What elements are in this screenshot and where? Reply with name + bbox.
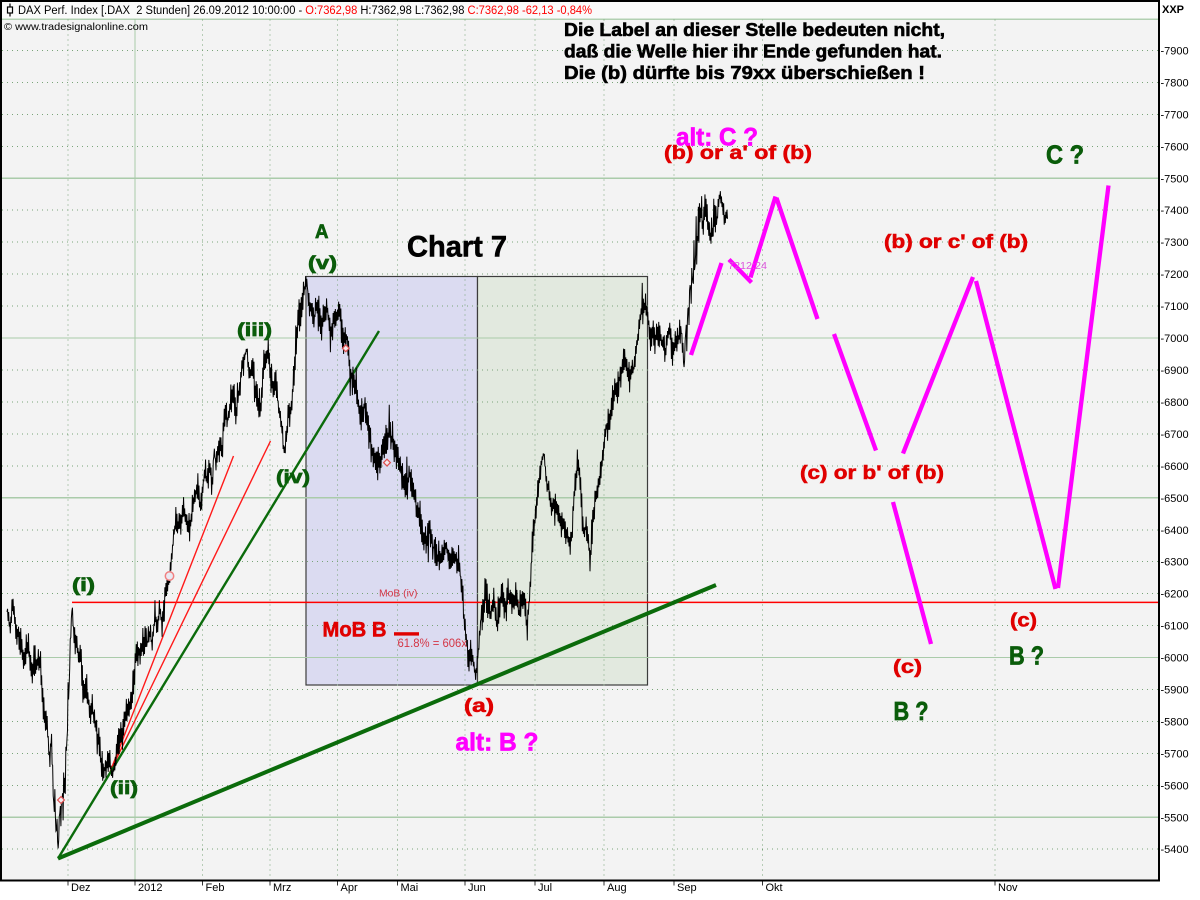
svg-text:61.8% = 606x: 61.8% = 606x [398, 636, 468, 650]
svg-text:-7900: -7900 [1161, 46, 1189, 58]
svg-text:-7300: -7300 [1161, 237, 1189, 249]
svg-text:Feb: Feb [206, 882, 225, 894]
svg-text:-7400: -7400 [1161, 205, 1189, 217]
svg-text:-5600: -5600 [1161, 780, 1189, 792]
svg-text:-6800: -6800 [1161, 397, 1189, 409]
svg-text:daß die Welle hier ihr Ende ge: daß die Welle hier ihr Ende gefunden hat… [564, 41, 942, 62]
svg-text:Okt: Okt [766, 882, 783, 894]
svg-text:Dez: Dez [71, 882, 91, 894]
svg-text:-6400: -6400 [1161, 525, 1189, 537]
svg-text:(iii): (iii) [237, 320, 272, 340]
svg-text:-6100: -6100 [1161, 621, 1189, 633]
svg-text:(c) or b' of (b): (c) or b' of (b) [800, 463, 944, 484]
svg-text:-7800: -7800 [1161, 78, 1189, 90]
svg-text:-5700: -5700 [1161, 748, 1189, 760]
svg-text:MoB (iv): MoB (iv) [379, 589, 418, 600]
svg-text:(b) or c' of (b): (b) or c' of (b) [884, 232, 1028, 253]
svg-text:(iv): (iv) [276, 467, 310, 487]
svg-text:-6700: -6700 [1161, 429, 1189, 441]
svg-text:-5400: -5400 [1161, 844, 1189, 856]
svg-text:Jun: Jun [468, 882, 486, 894]
svg-text:(c): (c) [1010, 611, 1037, 632]
svg-text:Mai: Mai [401, 882, 419, 894]
svg-text:DAX Perf. Index [.DAX 2 Stund: DAX Perf. Index [.DAX 2 Stunden] 26.09.2… [18, 5, 592, 17]
svg-text:-6900: -6900 [1161, 365, 1189, 377]
svg-text:-7200: -7200 [1161, 269, 1189, 281]
svg-text:Die (b) dürfte bis 79xx übersc: Die (b) dürfte bis 79xx überschießen ! [564, 62, 925, 83]
svg-text:(a): (a) [464, 696, 494, 717]
svg-text:-7100: -7100 [1161, 301, 1189, 313]
svg-text:alt: C ?: alt: C ? [676, 124, 758, 152]
svg-text:-7700: -7700 [1161, 109, 1189, 121]
svg-text:7212:24: 7212:24 [728, 261, 767, 272]
svg-text:B ?: B ? [894, 696, 929, 726]
svg-text:C ?: C ? [1046, 140, 1084, 170]
svg-text:-7500: -7500 [1161, 173, 1189, 185]
svg-text:-5500: -5500 [1161, 812, 1189, 824]
svg-text:-5800: -5800 [1161, 716, 1189, 728]
svg-text:-7600: -7600 [1161, 141, 1189, 153]
svg-text:Apr: Apr [341, 882, 358, 894]
svg-text:B ?: B ? [1009, 641, 1044, 671]
svg-text:Mrz: Mrz [273, 882, 291, 894]
svg-text:alt: B ?: alt: B ? [456, 729, 539, 757]
svg-text:A: A [315, 222, 329, 243]
svg-text:-6300: -6300 [1161, 557, 1189, 569]
svg-text:XXP: XXP [1162, 4, 1184, 16]
svg-text:Die Label an dieser Stelle bed: Die Label an dieser Stelle bedeuten nich… [564, 19, 945, 40]
svg-text:Jul: Jul [538, 882, 552, 894]
svg-text:-5900: -5900 [1161, 685, 1189, 697]
svg-text:(v): (v) [308, 253, 337, 273]
svg-text:-6500: -6500 [1161, 493, 1189, 505]
svg-text:2012: 2012 [138, 882, 162, 894]
svg-text:(c): (c) [893, 657, 922, 678]
svg-text:MoB B: MoB B [323, 619, 387, 642]
svg-text:Aug: Aug [607, 882, 627, 894]
svg-text:Nov: Nov [998, 882, 1018, 894]
svg-text:-6200: -6200 [1161, 589, 1189, 601]
svg-text:(b) or a' of (b): (b) or a' of (b) [664, 143, 812, 164]
svg-text:(ii): (ii) [110, 778, 138, 798]
svg-text:Sep: Sep [677, 882, 697, 894]
svg-text:-6000: -6000 [1161, 653, 1189, 665]
svg-text:-6600: -6600 [1161, 461, 1189, 473]
svg-text:-7000: -7000 [1161, 333, 1189, 345]
svg-text:© www.tradesignalonline.com: © www.tradesignalonline.com [4, 21, 148, 33]
svg-text:Chart 7: Chart 7 [407, 231, 507, 264]
svg-text:(i): (i) [72, 575, 95, 595]
